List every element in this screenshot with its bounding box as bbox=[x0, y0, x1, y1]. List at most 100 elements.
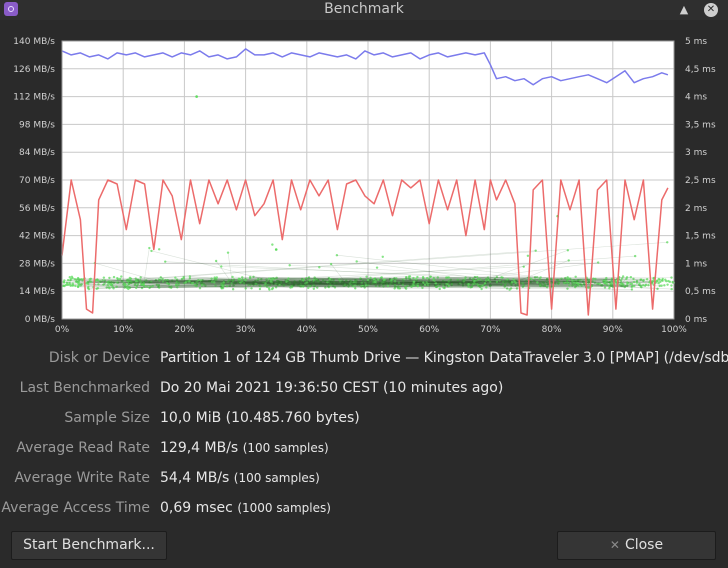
access-time-point bbox=[638, 282, 641, 286]
access-time-point bbox=[580, 284, 583, 288]
access-time-link bbox=[214, 278, 605, 281]
access-time-link bbox=[448, 278, 481, 282]
access-time-point bbox=[210, 280, 214, 284]
access-time-point bbox=[623, 285, 626, 289]
access-time-point bbox=[428, 282, 432, 285]
access-time-point bbox=[471, 277, 475, 281]
access-time-point bbox=[118, 277, 122, 281]
minimize-button[interactable]: ▲ bbox=[679, 3, 689, 16]
access-time-link bbox=[87, 283, 581, 289]
access-time-point bbox=[657, 277, 660, 281]
access-time-point bbox=[367, 280, 371, 283]
window-close-button[interactable]: ✕ bbox=[704, 3, 718, 17]
access-time-point bbox=[296, 283, 300, 287]
access-time-point bbox=[102, 283, 105, 286]
start-benchmark-button[interactable]: Start Benchmark... bbox=[11, 531, 167, 560]
access-time-point bbox=[232, 284, 235, 287]
access-time-point bbox=[274, 286, 278, 289]
access-time-point bbox=[473, 275, 477, 279]
write-rate-label: Average Write Rate bbox=[14, 470, 150, 486]
access-time-point bbox=[188, 277, 192, 280]
access-time-point bbox=[481, 284, 484, 288]
access-time-point bbox=[541, 281, 544, 284]
access-time-value: 0,69 msec bbox=[160, 500, 233, 516]
access-time-point bbox=[416, 283, 419, 286]
y-right-tick-label: 0 ms bbox=[685, 315, 707, 325]
access-time-point bbox=[164, 260, 167, 263]
x-tick-label: 30% bbox=[236, 325, 256, 335]
access-time-point bbox=[96, 279, 99, 282]
access-time-point bbox=[150, 280, 153, 284]
access-time-point bbox=[103, 279, 107, 282]
access-time-point bbox=[556, 278, 560, 282]
access-time-point bbox=[621, 284, 625, 288]
y-left-tick-label: 70 MB/s bbox=[19, 176, 55, 186]
access-time-point bbox=[64, 283, 68, 287]
access-time-point bbox=[328, 278, 331, 281]
access-time-link bbox=[250, 277, 541, 279]
access-time-point bbox=[135, 284, 139, 287]
access-time-point bbox=[87, 285, 90, 289]
access-time-point bbox=[326, 280, 329, 284]
access-time-point bbox=[505, 287, 509, 290]
access-time-point bbox=[349, 280, 353, 283]
access-time-point bbox=[462, 280, 466, 284]
access-time-link bbox=[310, 278, 612, 283]
y-left-tick-label: 14 MB/s bbox=[19, 287, 55, 297]
access-time-point bbox=[298, 279, 302, 283]
access-time-point bbox=[568, 284, 571, 287]
access-time-point bbox=[87, 282, 90, 286]
access-time-point bbox=[408, 283, 412, 286]
close-button[interactable]: ✕ Close bbox=[557, 531, 716, 560]
access-time-outlier bbox=[274, 248, 278, 251]
access-time-point bbox=[97, 283, 100, 286]
access-time-points bbox=[61, 95, 676, 291]
access-time-point bbox=[149, 285, 152, 288]
benchmark-chart: 0% 10% 20% 30% 40% 50% 60% 70% 80% 90% 100% 0 MB/s 0… bbox=[13, 37, 716, 335]
window-title: Benchmark bbox=[324, 1, 404, 17]
access-time-point bbox=[353, 281, 356, 284]
access-time-point bbox=[592, 277, 595, 280]
access-time-point bbox=[115, 285, 118, 288]
access-time-point bbox=[367, 283, 370, 286]
access-time-point bbox=[108, 287, 111, 290]
access-time-point bbox=[151, 284, 154, 288]
access-time-point bbox=[382, 285, 385, 288]
access-time-point bbox=[480, 287, 483, 291]
access-time-point bbox=[333, 286, 337, 289]
access-time-point bbox=[213, 276, 216, 279]
access-time-point bbox=[557, 282, 560, 286]
access-time-point bbox=[86, 281, 90, 284]
access-time-point bbox=[543, 283, 547, 287]
access-time-point bbox=[80, 277, 84, 281]
access-time-point bbox=[199, 279, 202, 282]
x-tick-label: 40% bbox=[297, 325, 317, 335]
access-time-point bbox=[484, 279, 488, 282]
access-time-point bbox=[587, 281, 590, 284]
title-bar: Benchmark ▲ ✕ bbox=[0, 0, 728, 20]
access-time-link bbox=[176, 282, 436, 286]
access-time-point bbox=[652, 277, 655, 281]
access-time-point bbox=[666, 241, 669, 244]
access-time-point bbox=[670, 284, 673, 287]
access-time-point bbox=[421, 286, 424, 290]
access-time-point bbox=[335, 253, 339, 257]
access-time-point bbox=[566, 281, 570, 284]
access-time-point bbox=[177, 281, 181, 285]
access-time-point bbox=[640, 278, 643, 281]
access-time-point bbox=[339, 280, 342, 283]
access-time-point bbox=[62, 281, 66, 284]
access-time-link bbox=[244, 280, 577, 284]
access-time-point bbox=[345, 283, 349, 286]
access-time-point bbox=[329, 262, 333, 266]
access-time-point bbox=[75, 280, 78, 283]
access-time-point bbox=[199, 282, 203, 285]
access-time-point bbox=[341, 280, 344, 283]
access-time-point bbox=[632, 280, 636, 284]
access-time-point bbox=[141, 283, 145, 287]
access-time-point bbox=[493, 277, 497, 281]
access-time-point bbox=[249, 283, 252, 286]
access-time-point bbox=[426, 284, 430, 287]
access-time-point bbox=[390, 278, 393, 282]
access-time-point bbox=[660, 284, 663, 287]
